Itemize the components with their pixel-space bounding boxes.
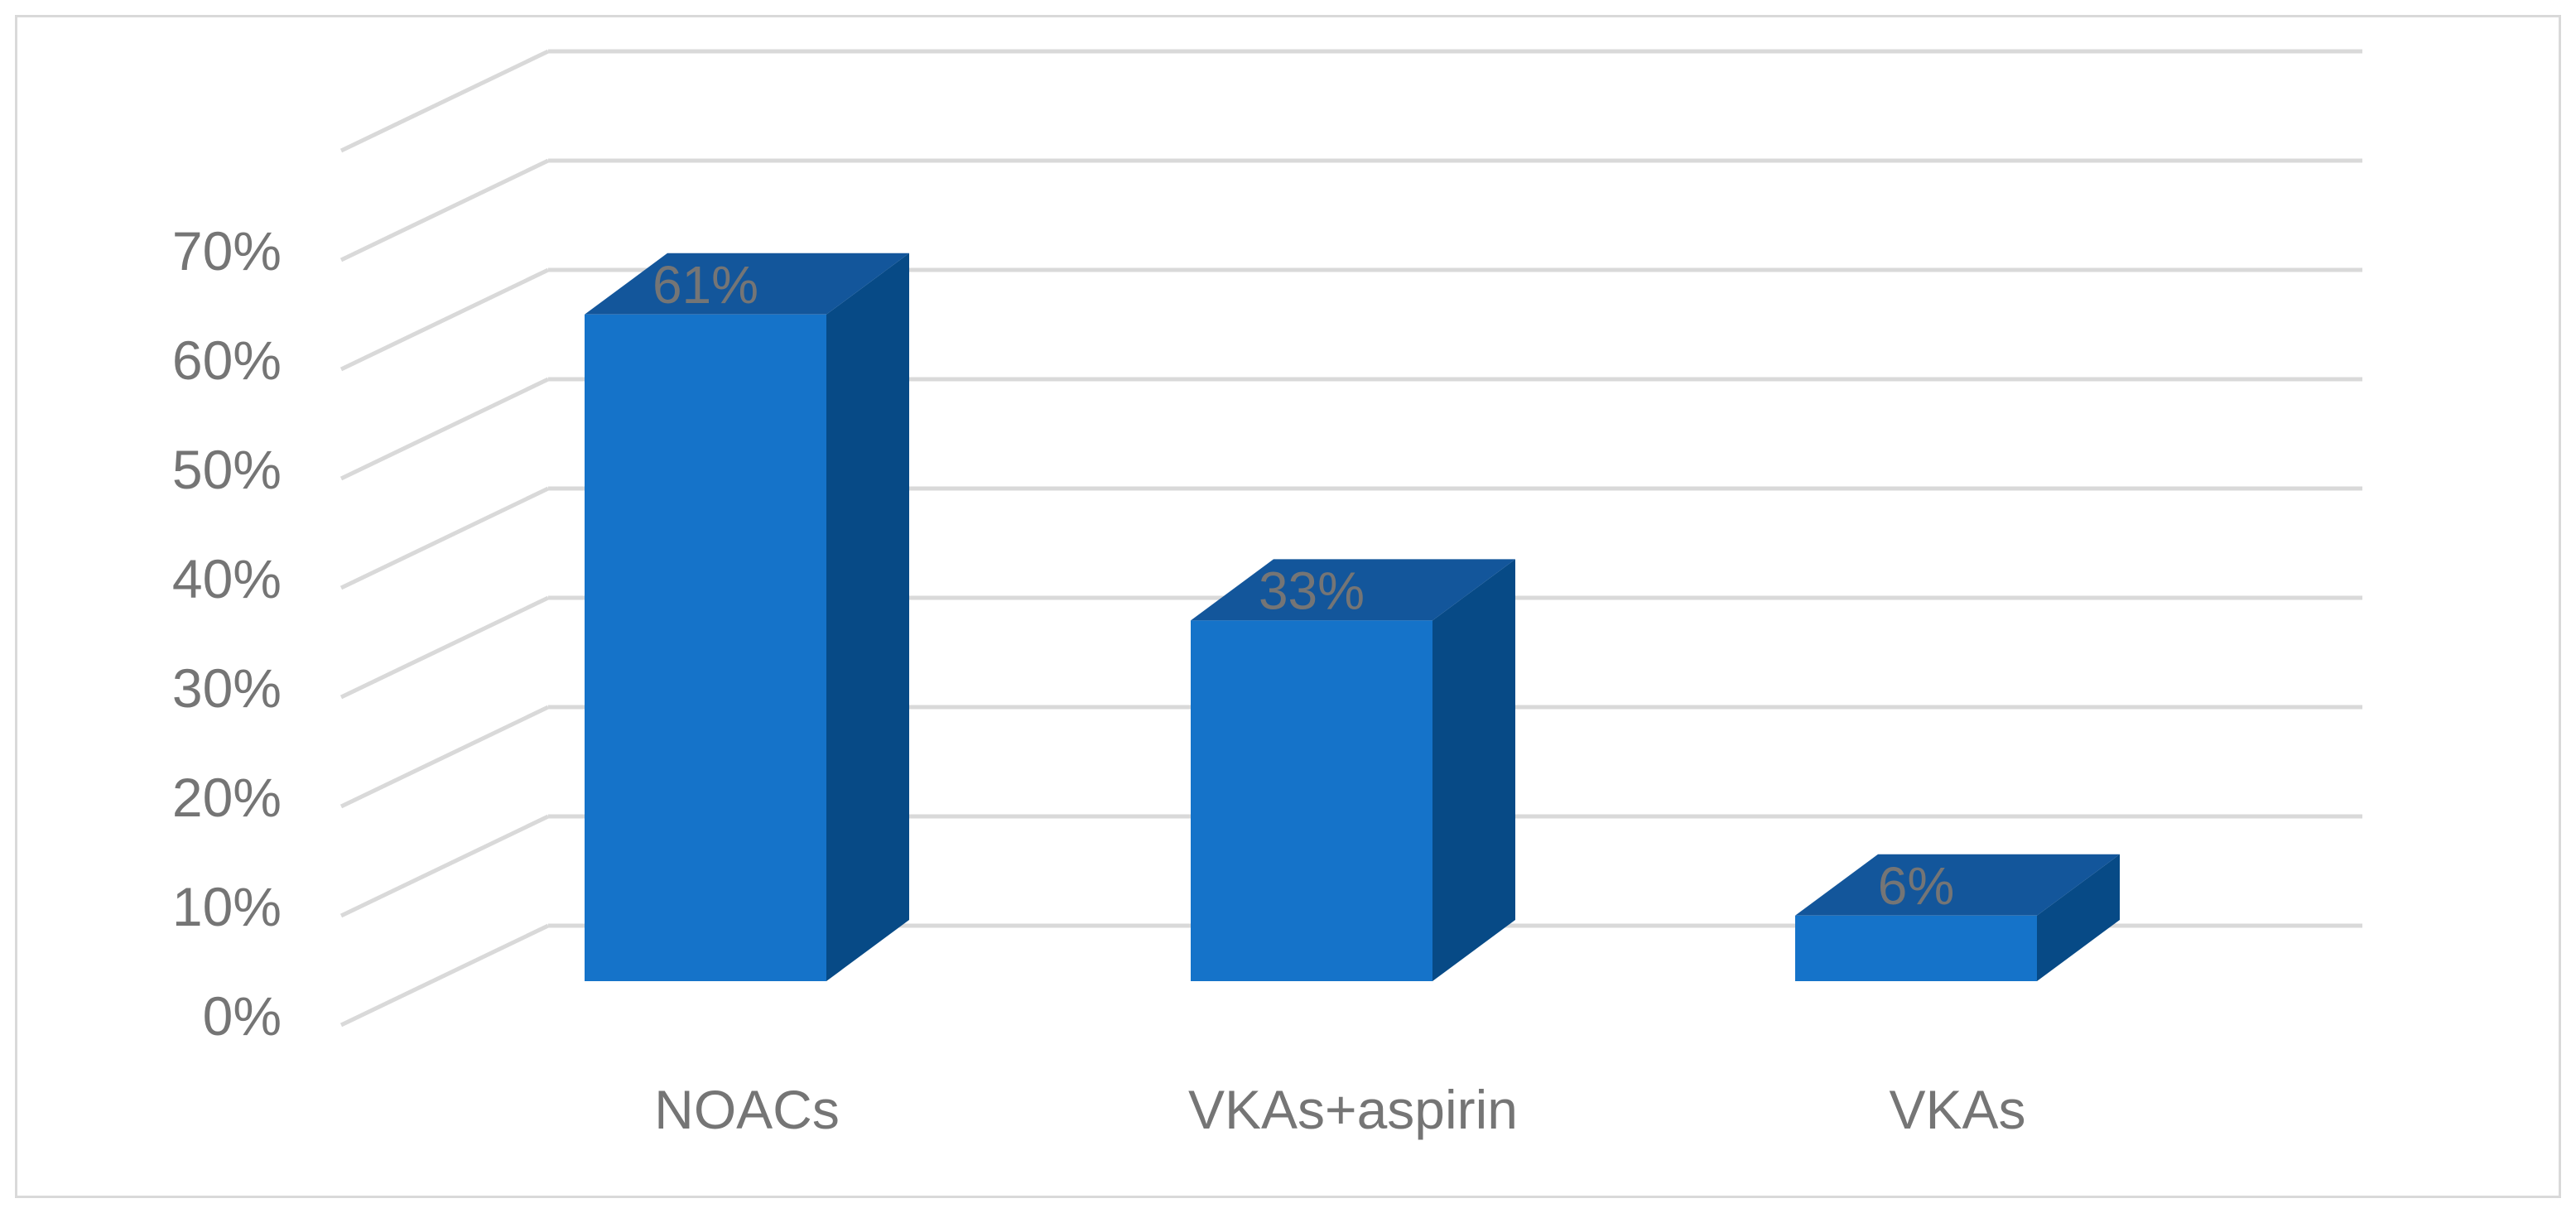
gridline-depth (339, 377, 550, 481)
gridline-depth (339, 267, 550, 372)
bar-top-face (1191, 559, 1515, 621)
bar-side-face (826, 253, 909, 981)
y-tick-label: 30% (172, 657, 282, 719)
data-label: 33% (1259, 561, 1365, 620)
bar-2 (1191, 559, 1515, 981)
y-tick-label: 40% (172, 548, 282, 609)
gridline-depth (339, 814, 550, 918)
bar-side-face (2037, 854, 2120, 981)
gridline-depth (339, 486, 550, 590)
gridline-depth (339, 49, 550, 153)
data-labels: 61% 33% 6% (652, 255, 1954, 916)
x-category-label: NOACs (654, 1079, 840, 1140)
bar-front-face (1191, 620, 1432, 981)
bar-top-face (585, 253, 909, 315)
y-axis-tick-labels: 0% 10% 20% 30% 40% 50% 60% 70% (172, 220, 282, 1047)
x-category-label: VKAs+aspirin (1188, 1079, 1518, 1140)
x-category-label: VKAs (1889, 1079, 2025, 1140)
gridline-depth (339, 158, 550, 262)
gridline-depth (339, 705, 550, 809)
gridline-depth (339, 595, 550, 700)
gridline-depth (339, 923, 550, 1028)
x-axis-category-labels: NOACs VKAs+aspirin VKAs (654, 1079, 2025, 1140)
bar-front-face (585, 314, 826, 981)
y-tick-label: 10% (172, 876, 282, 937)
bar-1 (585, 253, 909, 981)
bar-front-face (1795, 915, 2037, 981)
y-tick-label: 60% (172, 330, 282, 391)
bar-side-face (1432, 559, 1515, 981)
gridline (339, 49, 2362, 153)
bars (585, 253, 2120, 981)
gridline (339, 158, 2362, 262)
bar-top-face (1795, 854, 2120, 916)
bar-3 (1795, 854, 2120, 981)
y-tick-label: 0% (203, 985, 282, 1047)
y-tick-label: 70% (172, 220, 282, 282)
data-label: 6% (1878, 856, 1955, 916)
y-tick-label: 20% (172, 767, 282, 828)
data-label: 61% (652, 255, 758, 315)
y-tick-label: 50% (172, 439, 282, 500)
